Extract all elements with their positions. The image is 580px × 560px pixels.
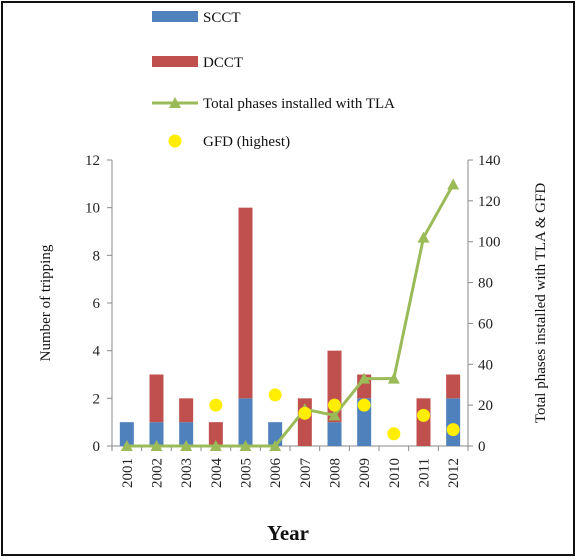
- legend-swatch-scct: [152, 11, 198, 22]
- y2-tick-label: 0: [478, 439, 486, 455]
- x-tick-label: 2003: [179, 458, 195, 488]
- tla-marker: [209, 440, 222, 451]
- y2-axis-title: Total phases installed with TLA & GFD: [533, 183, 549, 423]
- bar-dcct: [446, 374, 461, 399]
- gfd-point: [387, 427, 401, 441]
- y-tick-label: 0: [93, 439, 101, 455]
- gfd-point: [298, 406, 312, 420]
- bar-scct: [119, 422, 134, 446]
- y-axis-title: Number of tripping: [38, 244, 54, 361]
- legend-label: Total phases installed with TLA: [203, 96, 395, 112]
- legend-label: DCCT: [203, 55, 243, 71]
- bar-scct: [179, 422, 194, 446]
- legend: SCCT DCCT Total phases installed with TLA G…: [152, 10, 395, 150]
- y2-tick-label: 100: [478, 235, 501, 251]
- tla-marker: [358, 372, 371, 384]
- y-tick-label: 4: [93, 344, 101, 360]
- y-tick-label: 12: [85, 153, 100, 169]
- x-tick-label: 2009: [357, 458, 373, 488]
- gfd-point: [268, 388, 282, 402]
- legend-label: GFD (highest): [203, 134, 290, 150]
- bar-scct: [149, 422, 164, 446]
- tla-marker: [328, 409, 341, 421]
- x-tick-label: 2008: [328, 458, 344, 488]
- y2-tick-label: 80: [478, 276, 493, 292]
- x-tick-label: 2001: [120, 458, 136, 488]
- legend-label: SCCT: [203, 10, 241, 26]
- gfd-point: [209, 398, 223, 412]
- tla-marker: [180, 440, 193, 451]
- x-tick-label: 2006: [268, 458, 284, 489]
- x-tick-label: 2005: [239, 458, 255, 488]
- tla-marker: [269, 440, 282, 451]
- tla-line: [126, 183, 455, 448]
- bar-dcct: [416, 398, 431, 446]
- x-tick-label: 2004: [209, 458, 225, 489]
- gfd-point: [417, 408, 430, 422]
- tla-marker: [417, 231, 430, 243]
- y-tick-label: 6: [93, 296, 101, 312]
- bar-dcct: [179, 398, 194, 423]
- bar-dcct: [238, 207, 253, 399]
- tla-marker: [120, 440, 133, 451]
- y-tick-label: 10: [85, 201, 100, 217]
- tla-marker: [150, 440, 163, 451]
- y2-tick-label: 140: [478, 153, 501, 169]
- x-tick-label: 2012: [446, 458, 462, 488]
- y-tick-label: 8: [93, 248, 101, 264]
- y2-tick-label: 40: [478, 357, 493, 373]
- tla-marker: [387, 372, 400, 384]
- x-axis-title: Year: [267, 521, 309, 545]
- legend-marker-tla: [169, 97, 181, 108]
- bar-dcct: [149, 374, 164, 423]
- x-tick-label: 2002: [150, 458, 166, 488]
- bar-dcct: [208, 422, 223, 446]
- x-tick-label: 2007: [298, 458, 314, 489]
- legend-swatch-gfd: [168, 134, 182, 148]
- bar-scct: [238, 398, 253, 446]
- legend-swatch-dcct: [152, 56, 198, 67]
- tla-marker: [239, 440, 252, 451]
- tla-marker: [447, 178, 460, 190]
- y2-tick-label: 60: [478, 316, 493, 332]
- gfd-point: [446, 423, 460, 437]
- bar-scct: [446, 398, 461, 446]
- y2-tick-label: 20: [478, 398, 493, 414]
- y-tick-label: 2: [93, 391, 101, 407]
- gfd-point: [357, 398, 371, 412]
- bar-scct: [327, 422, 342, 446]
- y2-tick-label: 120: [478, 194, 501, 210]
- x-tick-label: 2010: [387, 458, 403, 488]
- gfd-point: [328, 398, 341, 412]
- x-tick-label: 2011: [417, 458, 433, 487]
